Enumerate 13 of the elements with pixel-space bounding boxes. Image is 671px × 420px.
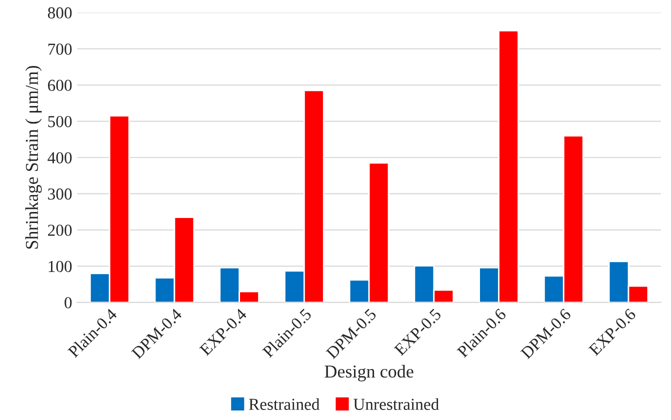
y-tick-label: 700 <box>48 44 72 55</box>
y-axis-title: Shrinkage Strain ( μm/m) <box>25 66 42 249</box>
y-tick-label: 200 <box>48 224 72 236</box>
y-tick-label: 500 <box>48 116 72 128</box>
y-tick-label: 600 <box>48 80 72 91</box>
legend-label: Unrestrained <box>353 398 439 410</box>
y-tick-label: 300 <box>48 188 72 200</box>
legend-label: Restrained <box>248 398 320 410</box>
y-tick-label: 100 <box>48 260 72 272</box>
y-tick-label: 400 <box>48 152 72 164</box>
x-axis-title: Design code <box>324 364 414 382</box>
y-tick-label: 800 <box>48 7 72 19</box>
y-tick-label: 0 <box>64 297 72 308</box>
